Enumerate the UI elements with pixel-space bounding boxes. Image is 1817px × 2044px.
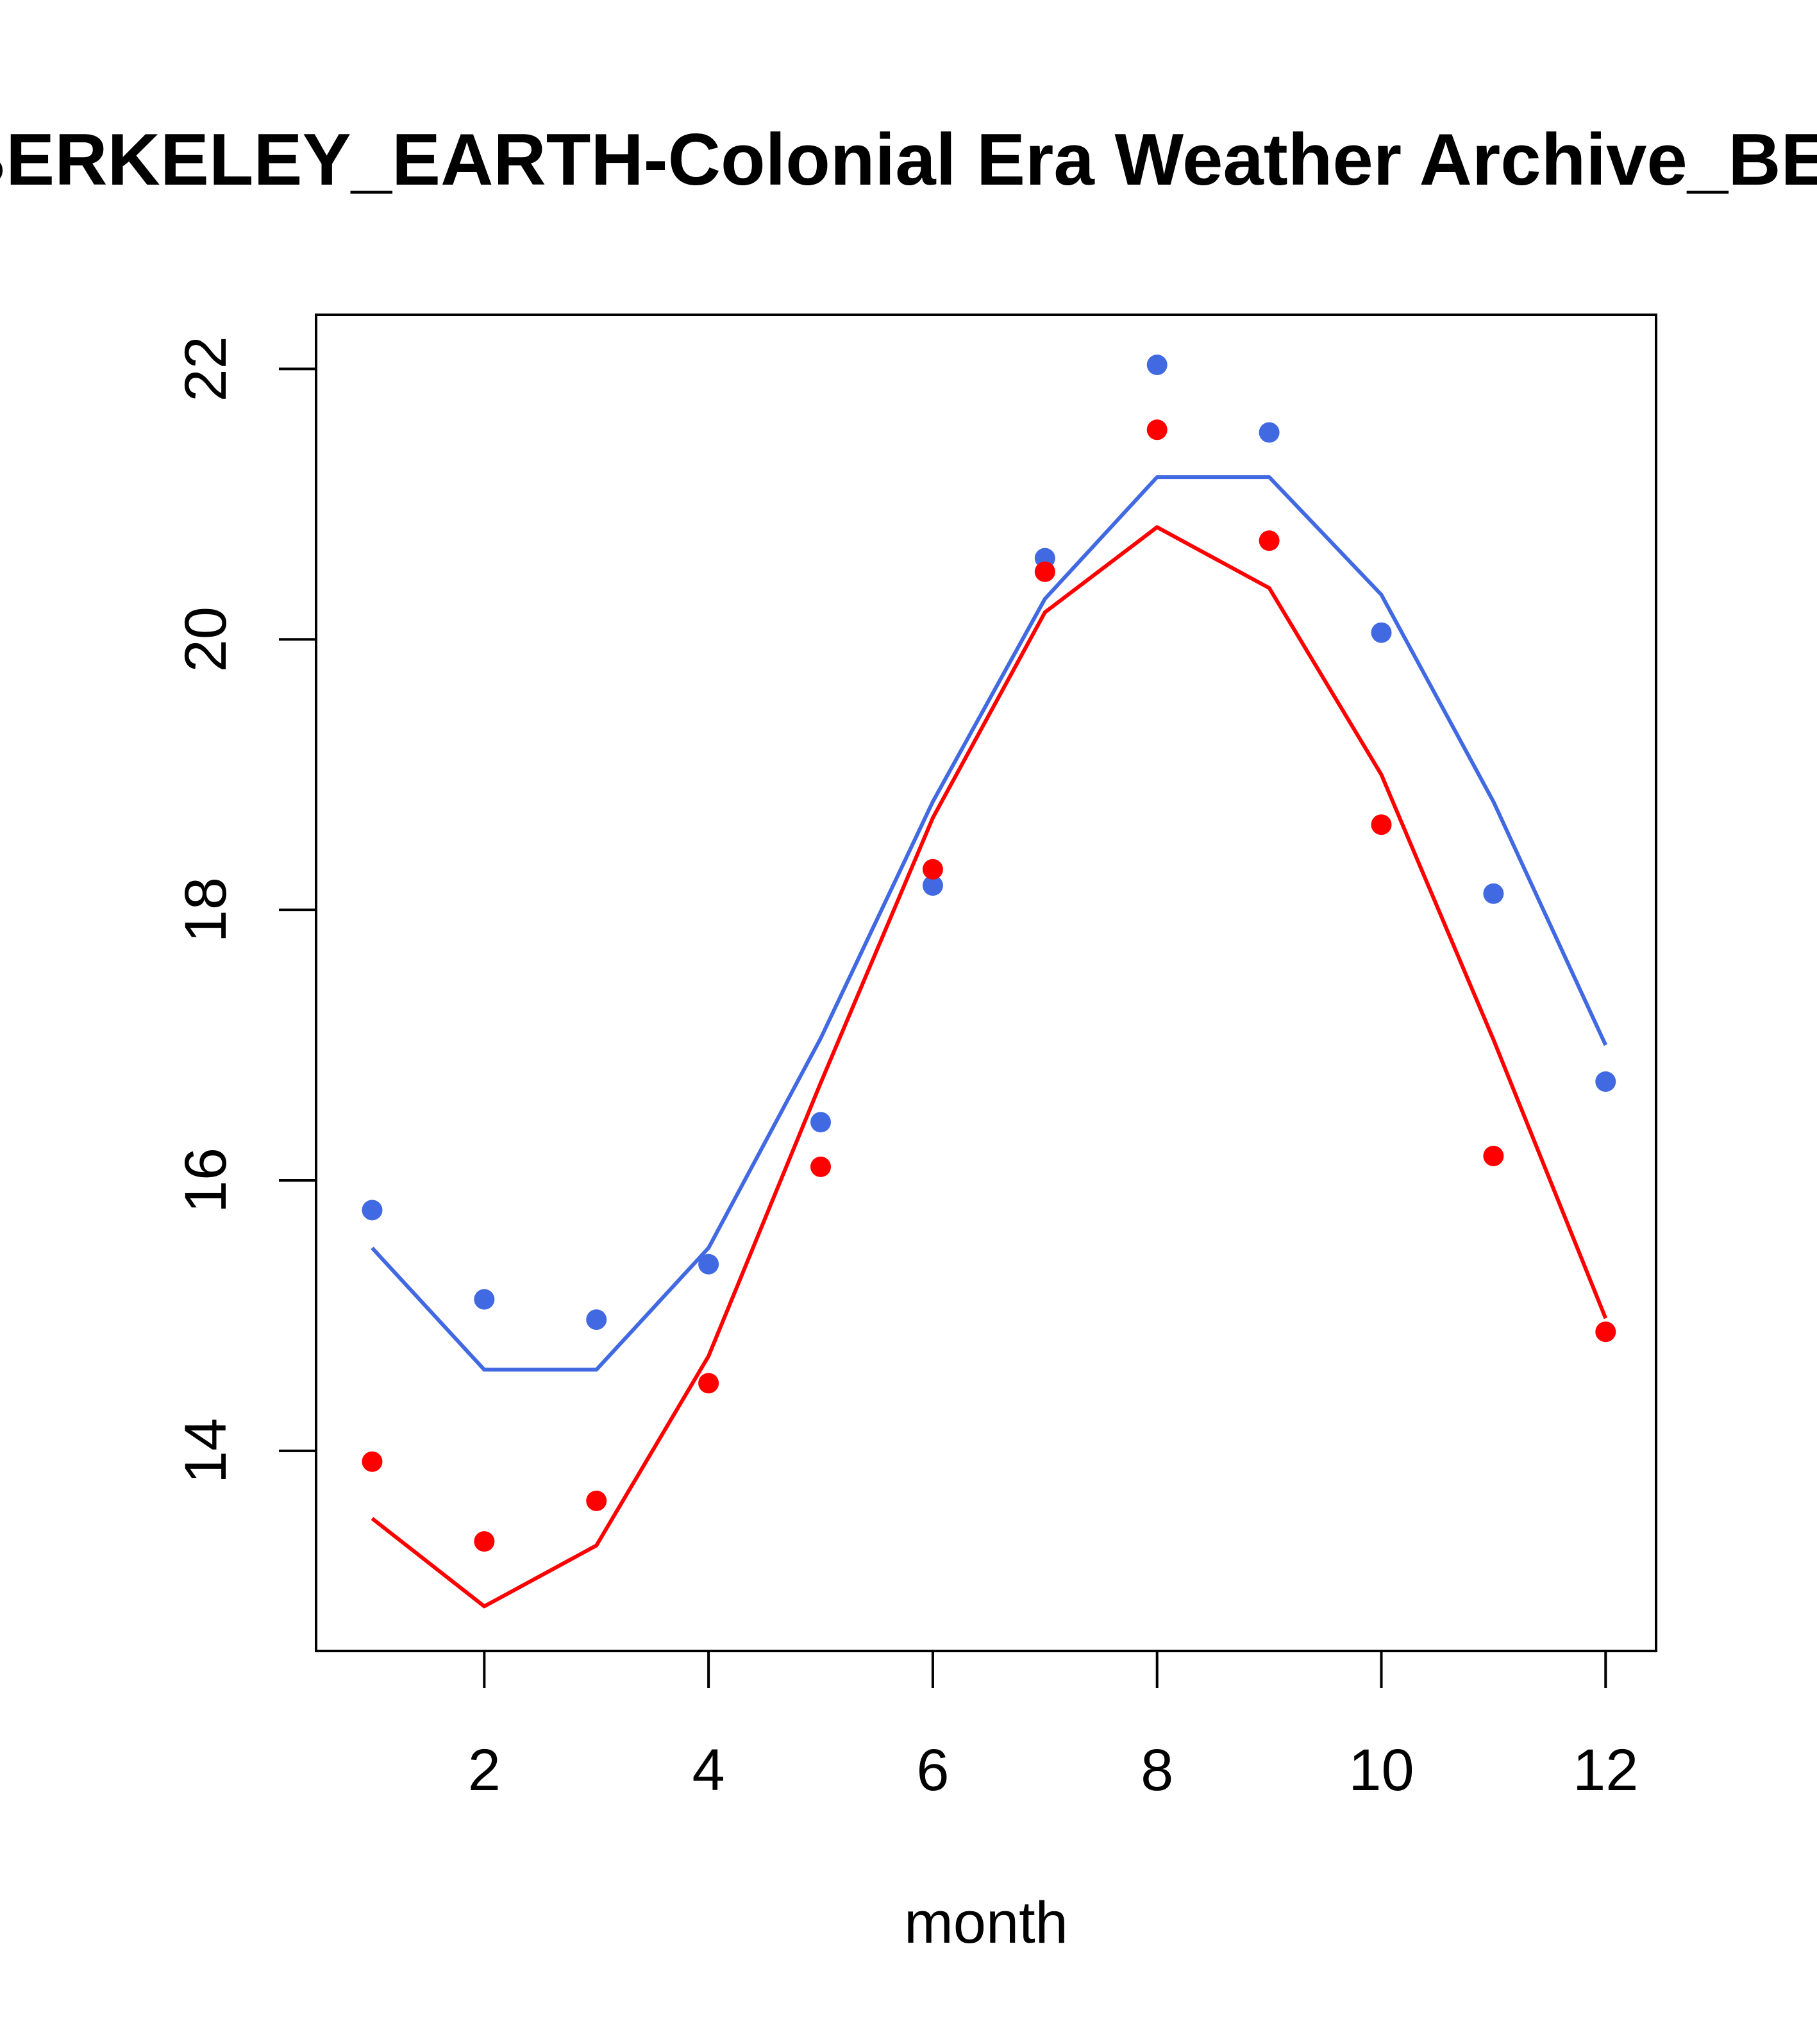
chart-title: BERKELEY_EARTH-Colonial Era Weather Arch… — [0, 119, 1817, 201]
series-2-point — [1034, 561, 1055, 582]
series-1-point — [922, 875, 943, 896]
y-tick-label: 16 — [173, 1148, 239, 1213]
series-2-point — [698, 1373, 719, 1394]
x-axis-label: month — [904, 1890, 1068, 1956]
series-1-point — [1371, 622, 1392, 643]
series-1-point — [1483, 883, 1504, 904]
x-tick-label: 4 — [692, 1738, 725, 1803]
series-layer — [362, 355, 1616, 1609]
y-axis: 14 16 18 20 22 — [173, 336, 317, 1484]
y-tick-label: 20 — [173, 607, 239, 672]
series-1-point — [1595, 1071, 1616, 1092]
y-tick-label: 18 — [173, 877, 239, 942]
series-2-point — [362, 1451, 383, 1472]
series-1-point — [1146, 355, 1168, 376]
series-2-point — [1371, 814, 1392, 835]
x-tick-label: 2 — [468, 1738, 501, 1803]
series-1-point — [586, 1309, 607, 1330]
series-2-point — [1146, 419, 1168, 440]
series-1-point — [810, 1112, 832, 1133]
series-2-point — [586, 1490, 607, 1511]
y-tick-label: 14 — [173, 1418, 239, 1484]
series-1-line — [371, 475, 1608, 1372]
series-1-point — [362, 1200, 383, 1221]
series-2-point — [1595, 1321, 1616, 1343]
series-2-line — [371, 525, 1608, 1609]
series-2-point — [810, 1156, 832, 1177]
x-tick-label: 8 — [1141, 1738, 1173, 1803]
series-1-point — [474, 1289, 495, 1310]
y-tick-label: 22 — [173, 336, 239, 401]
x-tick-label: 10 — [1348, 1738, 1414, 1803]
series-2-point — [922, 859, 943, 880]
x-tick-label: 6 — [916, 1738, 949, 1803]
series-2-point — [474, 1531, 495, 1552]
x-axis: 2 4 6 8 10 12 — [468, 1650, 1638, 1803]
x-tick-label: 12 — [1573, 1738, 1638, 1803]
series-2-point — [1483, 1145, 1504, 1166]
series-2-point — [1259, 530, 1280, 551]
series-1-point — [698, 1253, 719, 1275]
series-1-point — [1259, 422, 1280, 443]
